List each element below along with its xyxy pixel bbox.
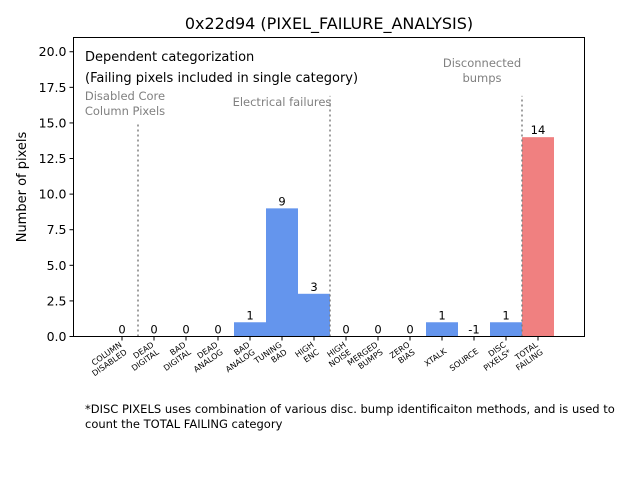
x-tick-label-11-line-0: SOURCE xyxy=(448,347,480,373)
bar-13 xyxy=(522,137,554,337)
region-label-0-line-0: Disabled Core xyxy=(85,89,165,103)
plot-frame xyxy=(73,37,585,337)
x-tick-label-10-line-0: XTALK xyxy=(423,346,449,368)
y-axis-title: Number of pixels xyxy=(15,131,30,242)
bar-6 xyxy=(298,293,330,337)
x-tick-label-8: MERGEDBUMPS xyxy=(346,340,385,375)
x-tick-label-12: DISCPIXELS* xyxy=(477,340,513,373)
x-tick-label-1: DEADDIGITAL xyxy=(125,340,161,373)
x-tick-label-9: ZEROBIAS xyxy=(388,340,417,368)
value-label-12: 1 xyxy=(502,308,509,322)
region-label-0: Disabled Core Column Pixels xyxy=(85,89,165,118)
region-label-0-line-1: Column Pixels xyxy=(85,104,165,118)
value-label-11: -1 xyxy=(468,323,479,337)
y-tick-label-0: 0.0 xyxy=(47,329,67,344)
chart-title: 0x22d94 (PIXEL_FAILURE_ANALYSIS) xyxy=(185,14,473,34)
annotation-0: Dependent categorization xyxy=(85,50,254,65)
annotation-1: (Failing pixels included in single categ… xyxy=(85,71,358,86)
region-label-2-line-1: bumps xyxy=(462,71,501,85)
x-tick-label-5: TUNINGBAD xyxy=(252,340,289,373)
value-label-6: 3 xyxy=(310,280,317,294)
x-tick-label-11: SOURCE xyxy=(448,347,480,373)
bar-4 xyxy=(234,322,266,337)
y-tick-label-2: 5.0 xyxy=(47,258,67,273)
x-tick-label-13: TOTALFAILING xyxy=(509,340,545,373)
y-tick-label-8: 20.0 xyxy=(39,44,67,59)
value-label-10: 1 xyxy=(438,308,445,322)
x-tick-label-6: HIGHENC xyxy=(294,340,322,367)
region-label-2-line-0: Disconnected xyxy=(443,56,521,70)
bar-5 xyxy=(266,208,298,337)
value-label-9: 0 xyxy=(406,323,413,337)
x-tick-label-10: XTALK xyxy=(423,346,449,368)
value-label-7: 0 xyxy=(342,323,349,337)
region-label-1-line-0: Electrical failures xyxy=(233,95,332,109)
region-label-1: Electrical failures xyxy=(233,95,332,109)
y-tick-label-1: 2.5 xyxy=(47,293,67,308)
y-tick-label-6: 15.0 xyxy=(39,115,67,130)
bar-10 xyxy=(426,322,458,337)
x-tick-label-4: BADANALOG xyxy=(219,340,257,374)
y-tick-label-4: 10.0 xyxy=(39,187,67,202)
x-tick-label-0: COLUMNDISABLED xyxy=(85,340,128,378)
x-tick-label-2: BADDIGITAL xyxy=(157,340,193,373)
bar-12 xyxy=(490,322,522,337)
value-label-0: 0 xyxy=(118,323,125,337)
value-label-3: 0 xyxy=(214,323,221,337)
region-label-2: Disconnected bumps xyxy=(443,56,521,85)
pixel-failure-chart: 0x22d94 (PIXEL_FAILURE_ANALYSIS) Number … xyxy=(15,14,585,378)
y-tick-label-7: 17.5 xyxy=(39,80,67,95)
value-label-5: 9 xyxy=(278,194,285,208)
value-label-1: 0 xyxy=(150,323,157,337)
value-label-2: 0 xyxy=(182,323,189,337)
x-tick-label-3: DEADANALOG xyxy=(187,340,225,374)
footnote: *DISC PIXELS uses combination of various… xyxy=(85,402,615,431)
value-label-13: 14 xyxy=(531,123,546,137)
value-label-8: 0 xyxy=(374,323,381,337)
y-tick-label-5: 12.5 xyxy=(39,151,67,166)
value-label-4: 1 xyxy=(246,308,253,322)
y-tick-label-3: 7.5 xyxy=(47,222,67,237)
